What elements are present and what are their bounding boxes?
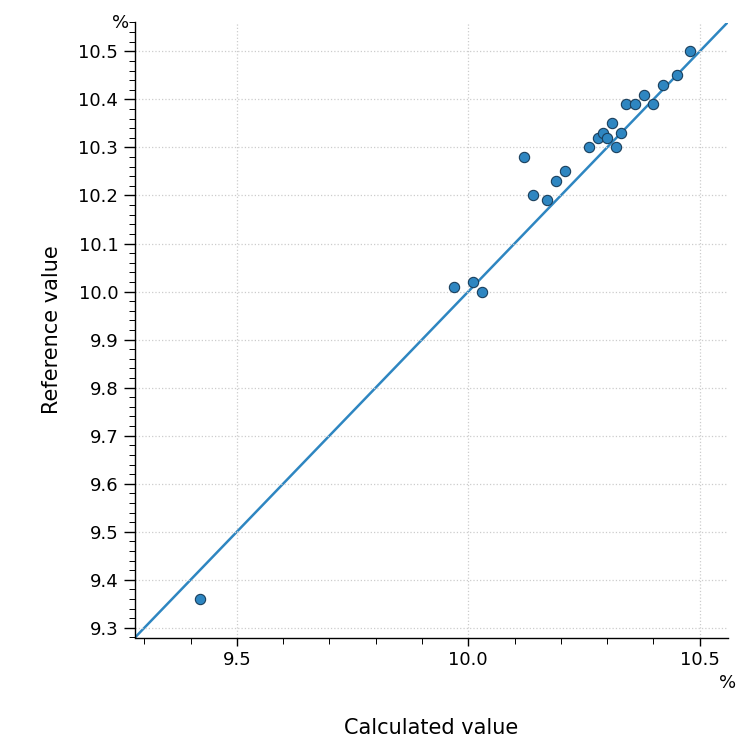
Point <box>448 280 460 292</box>
Text: %: % <box>719 674 736 692</box>
Point <box>685 45 697 57</box>
Point <box>467 276 479 288</box>
Point <box>596 127 608 139</box>
Point <box>638 88 650 101</box>
Point <box>476 286 488 298</box>
Point <box>647 98 659 110</box>
Point <box>550 175 562 187</box>
Point <box>602 132 613 144</box>
Point <box>527 190 539 202</box>
Point <box>592 132 604 144</box>
Point <box>518 151 530 163</box>
Point <box>620 98 632 110</box>
Point <box>541 194 553 206</box>
Point <box>194 593 206 605</box>
Point <box>606 118 618 130</box>
Point <box>615 127 627 139</box>
Point <box>629 98 641 110</box>
Point <box>657 79 669 91</box>
Point <box>560 166 572 178</box>
Point <box>670 69 682 81</box>
Point <box>610 142 622 154</box>
Text: %: % <box>112 13 129 32</box>
X-axis label: Calculated value: Calculated value <box>344 718 518 738</box>
Point <box>583 142 595 154</box>
Y-axis label: Reference value: Reference value <box>42 246 62 414</box>
